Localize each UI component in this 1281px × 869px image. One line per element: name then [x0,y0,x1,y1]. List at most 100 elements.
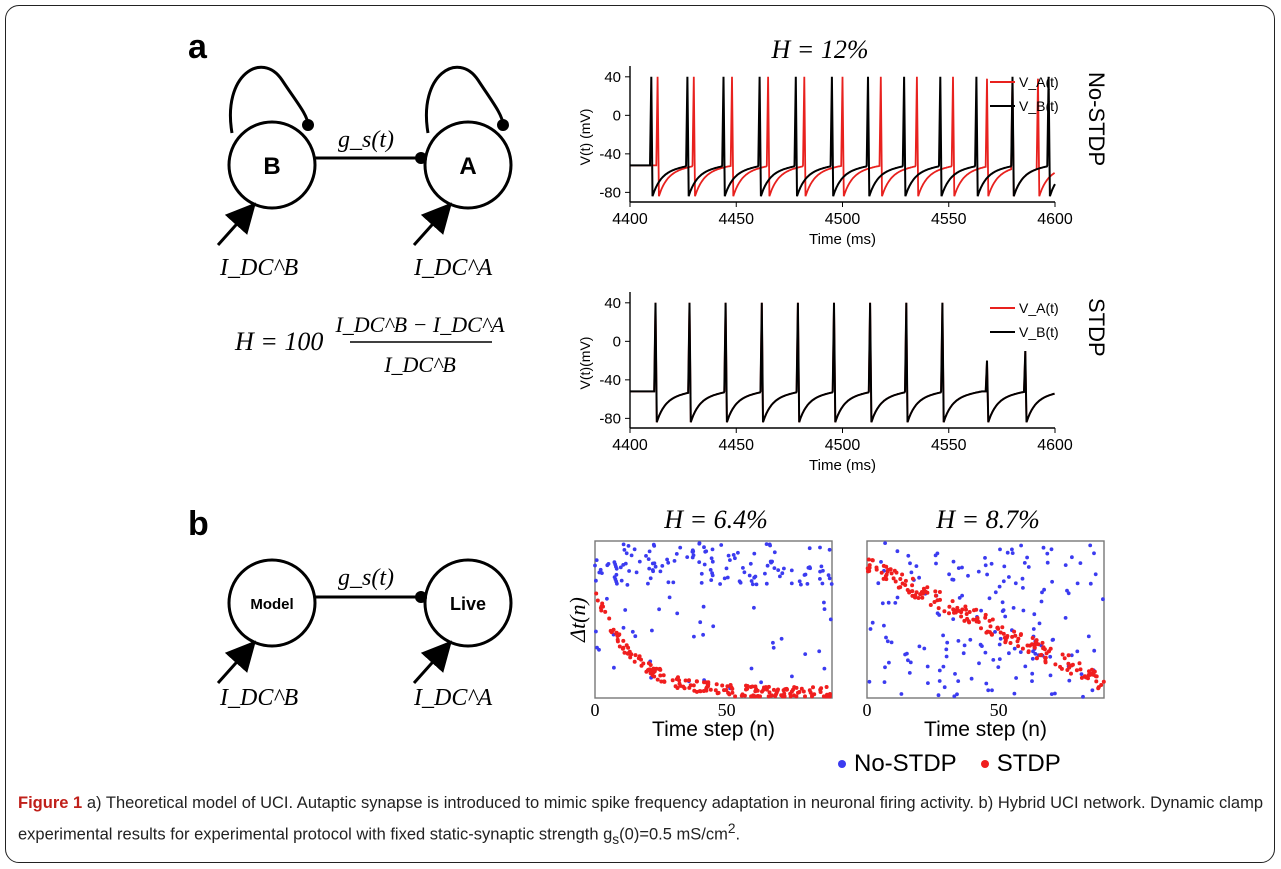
figure-caption: Figure 1 a) Theoretical model of UCI. Au… [18,791,1263,852]
point-no-stdp [709,578,714,582]
point-no-stdp [942,685,947,690]
point-stdp [659,679,664,684]
point-stdp [1082,674,1087,679]
point-no-stdp [941,664,946,669]
point-no-stdp [889,640,894,645]
point-stdp [900,572,905,577]
point-stdp [928,603,933,607]
point-no-stdp [750,582,755,587]
point-stdp [617,644,622,649]
point-stdp [1044,651,1049,656]
point-no-stdp [957,596,962,600]
point-no-stdp [1031,627,1036,631]
point-no-stdp [768,543,772,548]
caption-text-3: . [735,825,741,844]
x-tick-label: 4450 [718,437,754,454]
legend-label: V_B(t) [1019,324,1059,340]
legend-label: V_B(t) [1019,98,1059,114]
y-tick-label: 0 [613,333,621,350]
legend-label: V_A(t) [1019,300,1059,316]
point-no-stdp [606,562,611,566]
point-no-stdp [605,596,609,601]
point-no-stdp [956,679,961,683]
point-no-stdp [1011,606,1016,610]
point-no-stdp [702,545,706,550]
point-stdp [708,687,713,692]
point-no-stdp [647,566,652,571]
point-no-stdp [1033,651,1038,656]
point-stdp [1030,642,1034,647]
point-no-stdp [1075,649,1080,654]
neuron-b-label: B [263,153,280,180]
point-no-stdp [951,617,956,621]
point-no-stdp [789,581,794,586]
point-no-stdp [876,581,881,586]
point-stdp [691,683,696,688]
point-no-stdp [880,601,885,606]
point-stdp [810,692,815,697]
point-stdp [1005,634,1010,638]
point-no-stdp [989,561,994,566]
point-no-stdp [934,561,938,566]
point-no-stdp [772,566,777,570]
point-stdp [794,685,799,690]
point-stdp [1026,649,1031,654]
point-no-stdp [619,578,624,583]
point-no-stdp [1067,678,1072,683]
series-line-vb [630,76,1056,197]
point-stdp [1030,636,1035,640]
point-no-stdp [671,580,676,585]
point-no-stdp [752,605,756,610]
point-no-stdp [771,645,776,650]
point-no-stdp [593,563,597,568]
point-stdp [819,686,824,691]
panel-label-a: a [188,28,207,66]
neuron-b [227,120,317,210]
point-stdp [1065,668,1070,672]
point-stdp [687,678,691,683]
point-stdp [658,673,663,678]
point-stdp [614,630,619,635]
point-no-stdp [993,590,998,595]
synapse-label: g_s(t) [338,565,394,591]
point-no-stdp [1048,673,1053,678]
point-stdp [714,682,719,687]
point-no-stdp [1053,691,1057,696]
legend-label: STDP [996,750,1061,777]
point-stdp [910,583,915,588]
plot-frame [594,540,833,699]
point-stdp [933,589,938,594]
point-stdp [933,593,938,598]
point-no-stdp [672,559,677,563]
point-no-stdp [826,573,831,577]
point-no-stdp [622,548,627,552]
point-stdp [824,685,829,689]
point-stdp [1016,644,1021,649]
point-no-stdp [979,608,983,613]
point-stdp [879,570,884,575]
point-no-stdp [817,649,822,654]
point-no-stdp [895,595,900,600]
point-stdp [888,567,893,572]
point-stdp [607,616,612,621]
point-no-stdp [895,549,900,554]
point-stdp [720,683,725,688]
point-stdp [821,694,826,699]
point-no-stdp [1020,576,1025,581]
legend-label: V_A(t) [1019,74,1059,90]
point-no-stdp [634,570,639,575]
neuron-model-label: Model [250,596,293,613]
x-tick-label: 4400 [612,211,648,228]
x-tick-label: 50 [718,700,736,720]
point-stdp [925,585,930,590]
point-no-stdp [651,569,655,574]
point-no-stdp [752,551,757,556]
point-stdp [889,571,894,576]
point-stdp [761,687,766,692]
point-no-stdp [984,681,989,686]
point-stdp [921,586,926,591]
point-stdp [771,687,776,692]
point-no-stdp [937,613,942,617]
point-no-stdp [625,583,630,587]
